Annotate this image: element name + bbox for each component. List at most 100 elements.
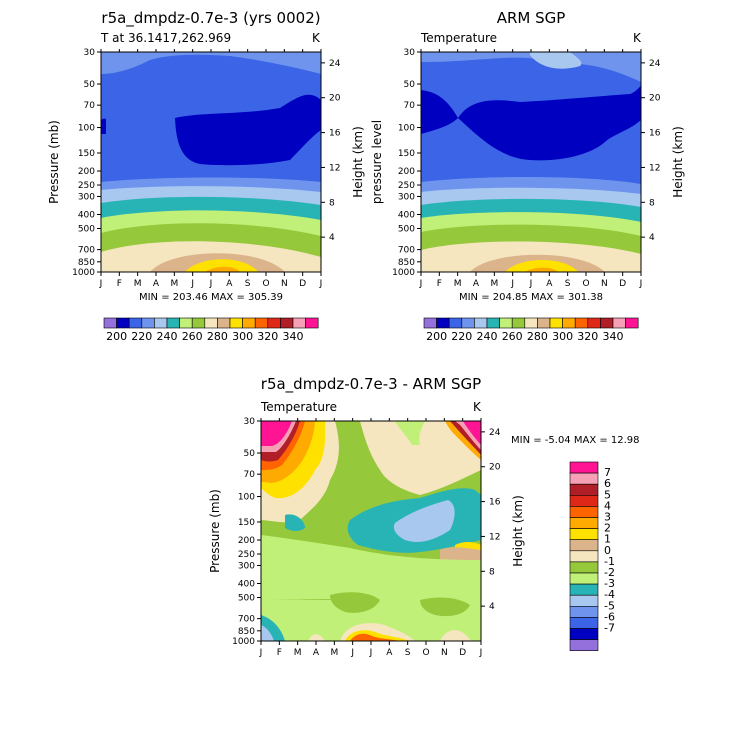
colorbar-swatch <box>242 317 256 329</box>
y-tick-label: 70 <box>404 101 416 111</box>
x-tick-label: J <box>479 648 483 658</box>
x-tick-label: J <box>350 648 354 658</box>
x-tick-label: J <box>510 279 514 289</box>
y-tick-label: 1000 <box>392 268 415 278</box>
y2-tick-label: 24 <box>649 59 661 69</box>
y-tick-label: 300 <box>78 192 95 202</box>
colorbar-swatch <box>600 317 614 329</box>
y2-tick-label: 24 <box>489 428 501 438</box>
colorbar-label: 5 <box>604 488 611 501</box>
y2-tick-label: 24 <box>329 59 341 69</box>
colorbar-label: 6 <box>604 477 611 490</box>
panel-diff-minmax: MIN = -5.04 MAX = 12.98 <box>511 435 640 446</box>
colorbar-swatch <box>524 317 538 329</box>
y-tick-label: 150 <box>398 149 415 159</box>
colorbar-swatch <box>569 483 599 496</box>
y-tick-label: 1000 <box>232 637 255 647</box>
colorbar-label: 4 <box>604 499 611 512</box>
y2-tick-label: 20 <box>649 94 661 104</box>
y2-tick-label: 16 <box>649 129 661 139</box>
colorbar-swatch <box>587 317 601 329</box>
colorbar-swatch <box>612 317 626 329</box>
panel-model-subtitle: T at 36.1417,262.969 <box>100 31 231 45</box>
colorbar-label: -6 <box>604 610 615 623</box>
y-tick-label: 30 <box>244 417 256 427</box>
colorbar-label: 240 <box>157 330 178 343</box>
x-tick-label: S <box>245 279 251 289</box>
panel-diff-unit: K <box>473 400 482 414</box>
x-tick-label: A <box>546 279 553 289</box>
y-tick-label: 500 <box>238 594 255 604</box>
y-tick-label: 100 <box>398 124 415 134</box>
x-tick-label: N <box>601 279 608 289</box>
colorbar-swatch <box>511 317 526 329</box>
colorbar-swatch <box>569 550 599 563</box>
colorbar-label: 7 <box>604 466 611 479</box>
colorbar-swatch <box>179 317 193 329</box>
colorbar-label: -2 <box>604 566 615 579</box>
y-tick-label: 50 <box>404 80 416 90</box>
colorbar-label: 3 <box>604 511 611 524</box>
x-tick-label: A <box>473 279 480 289</box>
x-tick-label: O <box>422 648 429 658</box>
y2-tick-label: 4 <box>649 233 655 243</box>
colorbar-swatch <box>116 317 130 329</box>
panel-model: r5a_dmpdz-0.7e-3 (yrs 0002) T at 36.1417… <box>47 9 365 343</box>
x-tick-label: O <box>582 279 589 289</box>
colorbar-swatch <box>569 605 599 618</box>
x-tick-label: J <box>419 279 423 289</box>
colorbar-swatch <box>569 494 599 507</box>
y2-tick-label: 20 <box>329 94 341 104</box>
colorbar-label: 300 <box>232 330 253 343</box>
colorbar-swatch <box>569 583 599 596</box>
y2-tick-label: 4 <box>489 602 495 612</box>
panel-obs-ylabel: pressure level <box>370 120 384 204</box>
panel-diff-subtitle: Temperature <box>260 400 337 414</box>
colorbar-swatch <box>569 639 599 651</box>
panel-model-minmax: MIN = 203.46 MAX = 305.39 <box>139 292 283 303</box>
y2-tick-label: 8 <box>649 198 655 208</box>
panel-model-unit: K <box>312 31 321 45</box>
y-tick-label: 400 <box>398 211 415 221</box>
colorbar-swatch <box>254 317 269 329</box>
colorbar-label: 260 <box>182 330 203 343</box>
colorbar-label: 280 <box>207 330 228 343</box>
y-tick-label: 150 <box>238 518 255 528</box>
x-tick-label: M <box>134 279 142 289</box>
y-tick-label: 200 <box>238 536 255 546</box>
colorbar-label: 1 <box>604 533 611 546</box>
y-tick-label: 700 <box>398 246 415 256</box>
panel-obs-unit: K <box>633 31 642 45</box>
colorbar-swatch <box>461 317 475 329</box>
colorbar-swatch <box>267 317 281 329</box>
x-tick-label: D <box>299 279 306 289</box>
colorbar-swatch <box>569 617 599 629</box>
panel-model-colorbar: 200 220 240 260 280 300 320 340 <box>103 317 319 343</box>
colorbar-swatch <box>166 317 180 329</box>
colorbar-swatch <box>569 506 599 518</box>
colorbar-label: -7 <box>604 622 615 635</box>
x-tick-label: F <box>117 279 122 289</box>
x-tick-label: A <box>386 648 393 658</box>
y-tick-label: 70 <box>84 101 96 111</box>
colorbar-swatch <box>103 317 117 329</box>
y-tick-label: 250 <box>238 550 255 560</box>
panel-obs-colorbar: 200 220 240 260 280 300 320 340 <box>423 317 639 343</box>
y-tick-label: 850 <box>78 258 95 268</box>
x-tick-label: M <box>490 279 498 289</box>
x-tick-label: M <box>330 648 338 658</box>
panel-diff-y2label: Height (km) <box>511 495 525 566</box>
colorbar-swatch <box>292 317 306 329</box>
colorbar-label: 260 <box>502 330 523 343</box>
colorbar-label: -4 <box>604 588 615 601</box>
colorbar-label: -3 <box>604 577 615 590</box>
x-tick-label: J <box>319 279 323 289</box>
panel-obs-title: ARM SGP <box>497 9 566 27</box>
x-tick-label: F <box>277 648 282 658</box>
panel-obs: ARM SGP Temperature K J F M A M J J A S O N D J30507… <box>370 9 685 343</box>
y-tick-label: 400 <box>238 580 255 590</box>
colorbar-label: -5 <box>604 599 615 612</box>
y2-tick-label: 12 <box>649 163 660 173</box>
x-tick-label: D <box>619 279 626 289</box>
panel-diff-title: r5a_dmpdz-0.7e-3 - ARM SGP <box>261 375 481 394</box>
